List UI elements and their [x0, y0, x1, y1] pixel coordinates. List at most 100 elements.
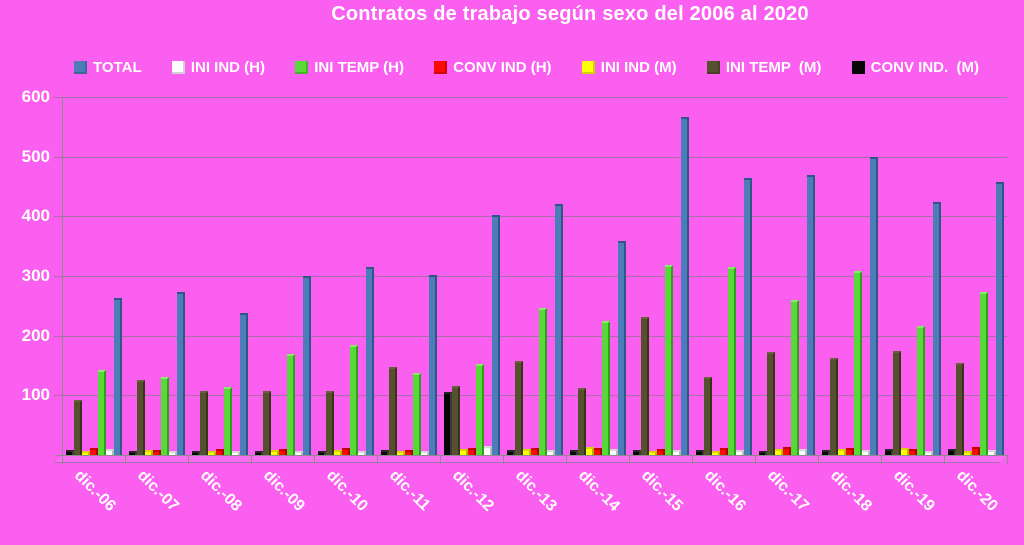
- x-axis-tick: [566, 455, 567, 464]
- bar: [444, 392, 452, 455]
- bar: [791, 299, 799, 455]
- bar: [996, 182, 1004, 455]
- bar: [822, 450, 830, 455]
- bar: [468, 447, 476, 455]
- bar: [287, 353, 295, 455]
- bar: [177, 292, 185, 455]
- bar: [389, 366, 397, 455]
- bar: [767, 351, 775, 455]
- bar: [704, 376, 712, 455]
- x-axis-line: [55, 455, 1007, 456]
- x-axis-tick: [125, 455, 126, 464]
- x-axis-tick: [251, 455, 252, 464]
- bar: [318, 451, 326, 455]
- bar: [783, 446, 791, 455]
- x-axis-label-text: dic.-06: [70, 467, 119, 515]
- legend-label: INI TEMP (M): [725, 58, 822, 76]
- bar: [263, 390, 271, 455]
- bar: [208, 450, 216, 455]
- legend-label: INI TEMP (H): [314, 58, 404, 76]
- bar: [366, 267, 374, 455]
- bar: [224, 386, 232, 455]
- bar: [169, 451, 177, 455]
- bar: [114, 298, 122, 455]
- x-axis-tick: [692, 455, 693, 464]
- bar: [555, 204, 563, 455]
- legend-marker-icon: [581, 60, 595, 74]
- legend-item: CONV IND. (M): [851, 59, 979, 76]
- bar: [539, 308, 547, 455]
- bar: [917, 325, 925, 455]
- bar-group-dic.-17: [755, 175, 818, 455]
- bar: [421, 451, 429, 455]
- bar: [972, 446, 980, 455]
- bar: [547, 450, 555, 455]
- bar: [129, 451, 137, 455]
- bar: [933, 202, 941, 455]
- bar: [145, 450, 153, 455]
- legend-item: INI TEMP (H): [295, 59, 404, 76]
- x-axis-tick: [440, 455, 441, 464]
- bar: [326, 390, 334, 455]
- bar: [870, 156, 878, 455]
- x-axis-tick: [944, 455, 945, 464]
- bar: [673, 450, 681, 455]
- bar-group-dic.-13: [503, 204, 566, 455]
- bar-group-dic.-08: [188, 313, 251, 455]
- gridline: [54, 395, 1007, 397]
- bar: [507, 450, 515, 455]
- x-axis-label-text: dic.-14: [574, 467, 623, 515]
- bar: [586, 446, 594, 455]
- x-axis-label-text: dic.-17: [763, 467, 812, 515]
- legend-item: INI IND (H): [171, 59, 265, 76]
- bar: [66, 449, 74, 455]
- bar: [681, 116, 689, 455]
- bar: [838, 449, 846, 455]
- bar: [460, 449, 468, 455]
- bar: [523, 449, 531, 455]
- x-axis-tick: [314, 455, 315, 464]
- bar: [846, 447, 854, 455]
- bar: [799, 449, 807, 455]
- bar-group-dic.-14: [566, 240, 629, 455]
- x-axis-label-text: dic.-09: [259, 467, 308, 515]
- bar: [255, 450, 263, 455]
- bar: [736, 450, 744, 455]
- bar: [192, 451, 200, 455]
- bar-group-dic.-11: [377, 274, 440, 455]
- gridline: [54, 276, 1007, 277]
- x-axis-label-text: dic.-12: [448, 467, 497, 515]
- x-axis-tick: [755, 455, 756, 464]
- bar: [744, 178, 752, 455]
- bar: [492, 214, 500, 455]
- bar: [948, 449, 956, 455]
- gridline: [54, 97, 1007, 98]
- bar: [807, 175, 815, 455]
- bar: [279, 449, 287, 455]
- bar: [531, 447, 539, 455]
- x-axis-tick: [1007, 455, 1008, 464]
- x-axis-label-text: dic.-19: [889, 467, 938, 515]
- bar: [893, 350, 901, 455]
- bar: [429, 274, 437, 455]
- bar: [413, 372, 421, 455]
- legend-label: INI IND (M): [600, 58, 677, 76]
- bar: [161, 376, 169, 455]
- x-axis-tick: [629, 455, 630, 464]
- x-axis-label-text: dic.-11: [385, 467, 434, 515]
- x-axis-label-text: dic.-07: [133, 467, 182, 515]
- x-axis-label-text: dic.-20: [952, 467, 1001, 515]
- bar: [980, 291, 988, 455]
- legend-item: INI IND (M): [581, 58, 677, 76]
- x-axis-label-text: dic.-10: [322, 467, 371, 515]
- y-axis-label: 200: [21, 325, 50, 345]
- bar: [74, 400, 82, 455]
- bar-group-dic.-19: [881, 202, 944, 455]
- legend-item: CONV IND (H): [434, 58, 552, 76]
- bar-group-dic.-16: [692, 178, 755, 455]
- bar: [342, 447, 350, 455]
- bar: [303, 276, 311, 455]
- legend-label: CONV IND (H): [453, 58, 552, 76]
- bar-group-dic.-12: [440, 214, 503, 455]
